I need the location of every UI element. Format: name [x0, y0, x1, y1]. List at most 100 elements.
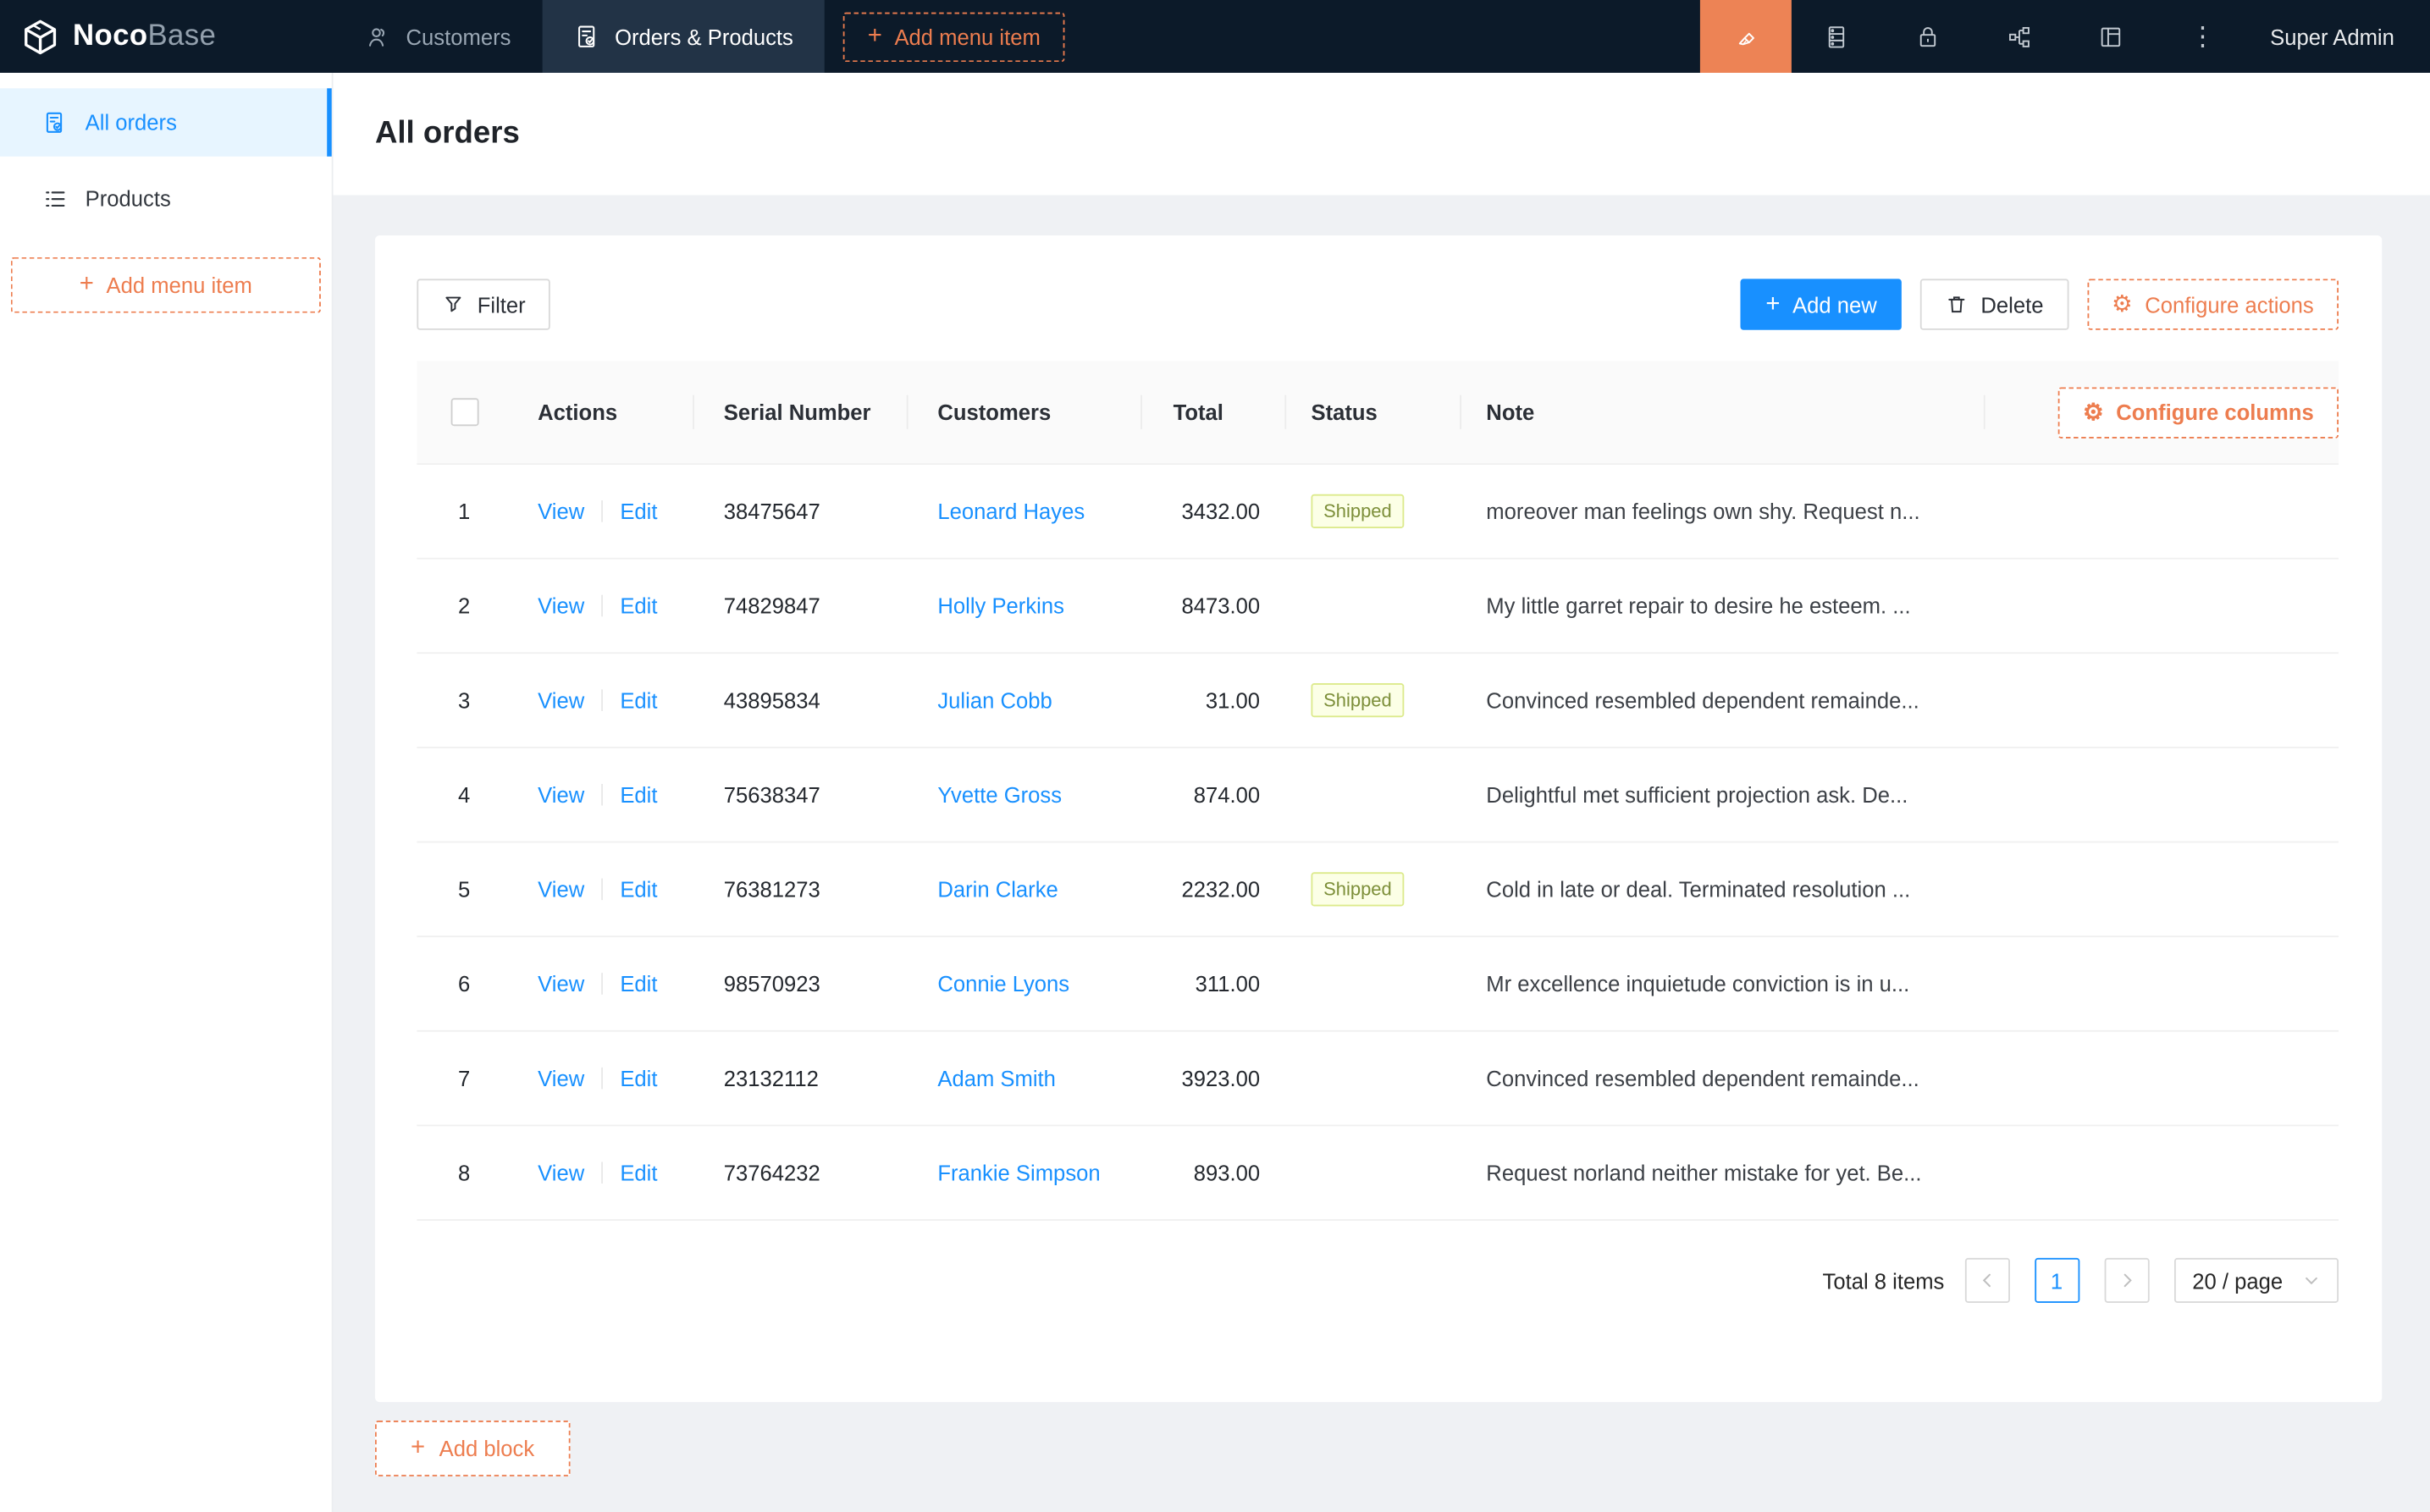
sidebar-item-products[interactable]: Products [0, 164, 332, 233]
customer-link[interactable]: Leonard Hayes [937, 499, 1085, 524]
total-cell: 893.00 [1193, 1160, 1261, 1185]
column-header-customers: Customers [908, 361, 1142, 463]
note-text: Convinced resembled dependent remainde..… [1486, 687, 1919, 713]
customer-link[interactable]: Connie Lyons [937, 971, 1070, 996]
sidebar-add-menu-item-button[interactable]: + Add menu item [10, 257, 321, 313]
customer-cell: Darin Clarke [908, 842, 1142, 935]
plus-icon: + [1765, 290, 1781, 317]
row-actions-cell: View Edit [511, 465, 694, 558]
column-header-serial-number: Serial Number [694, 361, 908, 463]
customer-link[interactable]: Julian Cobb [937, 687, 1052, 713]
cube-logo-icon [20, 16, 61, 57]
divider [601, 689, 604, 711]
user-menu[interactable]: Super Admin [2270, 24, 2394, 49]
note-text: Convinced resembled dependent remainde..… [1486, 1065, 1919, 1091]
status-cell [1286, 1032, 1461, 1125]
customer-link[interactable]: Yvette Gross [937, 782, 1063, 808]
row-index: 6 [458, 971, 471, 996]
row-index: 7 [458, 1065, 471, 1091]
status-cell: Shipped [1286, 654, 1461, 747]
page-number-button[interactable]: 1 [2034, 1257, 2079, 1303]
customer-link[interactable]: Holly Perkins [937, 593, 1064, 619]
database-button[interactable] [1792, 0, 1883, 73]
configure-actions-button[interactable]: ⚙ Configure actions [2086, 279, 2339, 330]
edit-link[interactable]: Edit [620, 782, 658, 808]
status-cell: Shipped [1286, 842, 1461, 935]
edit-link[interactable]: Edit [620, 593, 658, 619]
note-text: Delightful met sufficient projection ask… [1486, 782, 1908, 808]
page-size-select[interactable]: 20 / page [2173, 1257, 2339, 1303]
nav-tab-label: Customers [406, 24, 511, 49]
column-header-actions: Actions [511, 361, 694, 463]
edit-link[interactable]: Edit [620, 1065, 658, 1091]
row-actions-cell: View Edit [511, 748, 694, 842]
note-cell: Convinced resembled dependent remainde..… [1461, 1032, 1985, 1125]
total-cell: 31.00 [1205, 687, 1261, 713]
customer-link[interactable]: Adam Smith [937, 1065, 1056, 1091]
trash-icon [1945, 293, 1968, 316]
view-link[interactable]: View [538, 499, 585, 524]
delete-button[interactable]: Delete [1920, 279, 2068, 330]
note-cell: Delightful met sufficient projection ask… [1461, 748, 1985, 842]
view-link[interactable]: View [538, 876, 585, 902]
content-area: Filter + Add new [333, 195, 2430, 1512]
plus-icon: + [867, 22, 882, 49]
note-cell: moreover man feelings own shy. Request n… [1461, 465, 1985, 558]
more-options-button[interactable]: ⋮ [2157, 0, 2249, 73]
view-link[interactable]: View [538, 1160, 585, 1185]
select-all-checkbox[interactable] [450, 398, 478, 427]
orders-table-card: Filter + Add new [374, 235, 2383, 1403]
orders-doc-icon [573, 23, 601, 51]
serial-number-cell: 76381273 [723, 876, 820, 902]
note-text: Cold in late or deal. Terminated resolut… [1486, 876, 1911, 902]
extra-cell [1985, 1126, 2339, 1219]
customer-link[interactable]: Darin Clarke [937, 876, 1058, 902]
view-link[interactable]: View [538, 1065, 585, 1091]
table-row: 3 View Edit 43895834 Julian Cobb 31.00 Shipped… [417, 654, 2339, 748]
note-text: moreover man feelings own shy. Request n… [1486, 499, 1920, 524]
configure-columns-button[interactable]: ⚙ Configure columns [2057, 386, 2339, 438]
row-actions-cell: View Edit [511, 1126, 694, 1219]
divider [601, 1162, 604, 1184]
nav-tab-customers[interactable]: Customers [334, 0, 543, 73]
table-row: 5 View Edit 76381273 Darin Clarke 2232.00 Ship… [417, 842, 2339, 938]
view-link[interactable]: View [538, 593, 585, 619]
table-row: 6 View Edit 98570923 Connie Lyons 311.00 Mr ex… [417, 937, 2339, 1032]
nocobase-logo[interactable]: NocoBase [0, 0, 334, 73]
table-body: 1 View Edit 38475647 Leonard Hayes 3432.00 Shi… [417, 465, 2339, 1221]
filter-button[interactable]: Filter [417, 279, 551, 330]
workflow-button[interactable] [1974, 0, 2066, 73]
view-link[interactable]: View [538, 687, 585, 713]
lock-button[interactable] [1883, 0, 1974, 73]
view-link[interactable]: View [538, 971, 585, 996]
ui-editor-pen-button[interactable] [1699, 0, 1792, 74]
nav-add-menu-item-button[interactable]: + Add menu item [842, 11, 1066, 62]
customer-cell: Adam Smith [908, 1032, 1142, 1125]
edit-link[interactable]: Edit [620, 971, 658, 996]
serial-number-cell: 74829847 [723, 593, 820, 619]
add-block-button[interactable]: + Add block [374, 1421, 571, 1476]
extra-cell [1985, 1032, 2339, 1125]
row-index: 1 [458, 499, 471, 524]
edit-link[interactable]: Edit [620, 499, 658, 524]
extra-cell [1985, 748, 2339, 842]
serial-number-cell: 73764232 [723, 1160, 820, 1185]
column-header-total: Total [1142, 361, 1287, 463]
row-actions-cell: View Edit [511, 937, 694, 1030]
status-cell [1286, 560, 1461, 653]
column-header-extra: ⚙ Configure columns [1985, 361, 2339, 463]
previous-page-button[interactable] [1964, 1257, 2010, 1303]
edit-link[interactable]: Edit [620, 1160, 658, 1185]
customer-link[interactable]: Frankie Simpson [937, 1160, 1101, 1185]
add-new-button[interactable]: + Add new [1741, 279, 1903, 330]
serial-number-cell: 98570923 [723, 971, 820, 996]
table-row: 8 View Edit 73764232 Frankie Simpson 893.00 Re… [417, 1126, 2339, 1221]
view-link[interactable]: View [538, 782, 585, 808]
sidebar-item-all-orders[interactable]: All orders [0, 88, 332, 157]
nav-tab-orders-products[interactable]: Orders & Products [542, 0, 825, 74]
layout-button[interactable] [2066, 0, 2157, 73]
nav-tab-label: Orders & Products [615, 24, 793, 49]
edit-link[interactable]: Edit [620, 876, 658, 902]
next-page-button[interactable] [2103, 1257, 2149, 1303]
edit-link[interactable]: Edit [620, 687, 658, 713]
